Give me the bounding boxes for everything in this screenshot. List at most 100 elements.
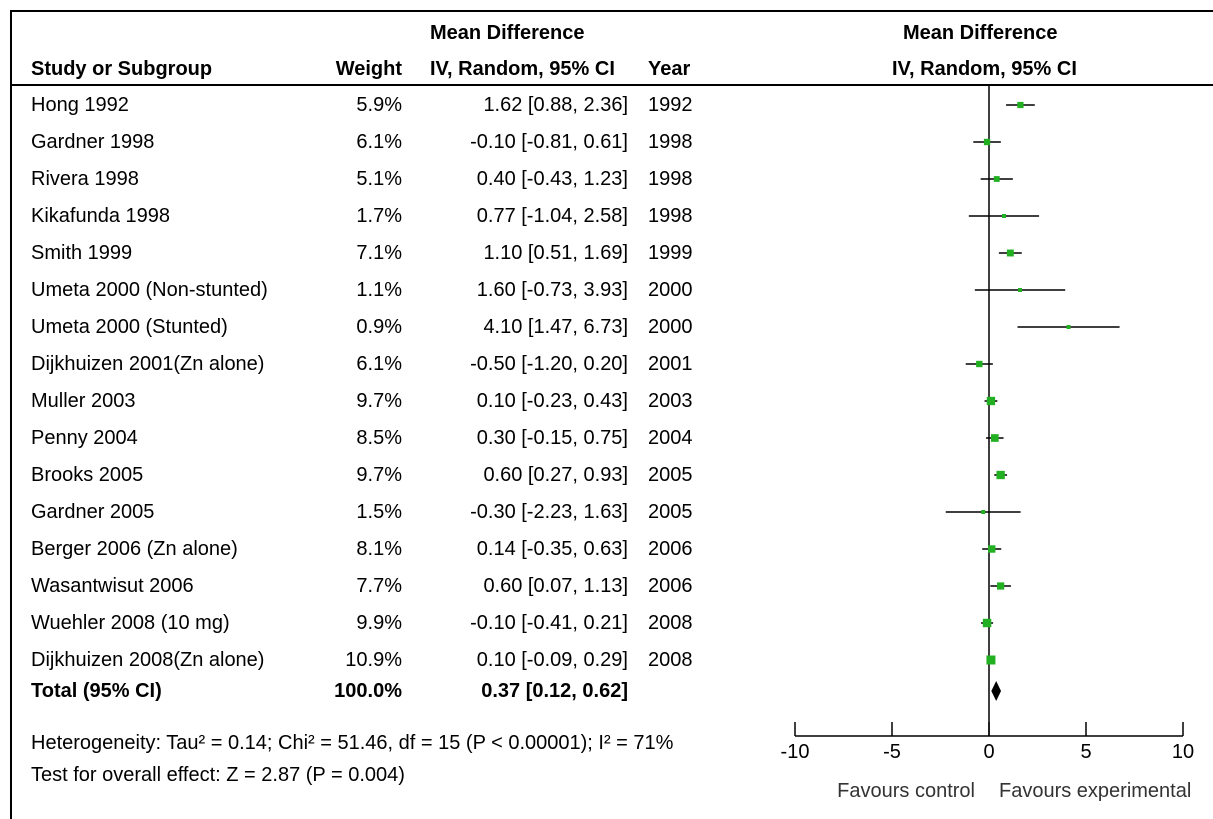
study-year: 2003 (648, 390, 693, 412)
study-year: 2000 (648, 279, 693, 301)
study-name: Wasantwisut 2006 (31, 575, 194, 597)
point-marker (997, 582, 1005, 590)
study-year: 2005 (648, 501, 693, 523)
study-ci: 1.62 [0.88, 2.36] (483, 94, 628, 116)
study-name: Kikafunda 1998 (31, 205, 171, 227)
study-ci: 1.60 [-0.73, 3.93] (476, 279, 628, 301)
year-header: Year (648, 58, 691, 80)
point-marker (1018, 288, 1023, 292)
study-year: 1992 (648, 94, 693, 116)
study-name: Dijkhuizen 2008(Zn alone) (31, 649, 265, 671)
study-weight: 9.7% (356, 464, 402, 486)
study-name: Rivera 1998 (31, 168, 139, 190)
point-marker (986, 655, 996, 665)
x-tick-label: 5 (1080, 741, 1091, 763)
x-tick-label: 0 (983, 741, 994, 763)
point-marker (987, 545, 996, 553)
md-header-top: Mean Difference (430, 22, 585, 44)
point-marker (993, 176, 1000, 182)
study-ci: 0.60 [0.27, 0.93] (483, 464, 628, 486)
total-weight: 100.0% (334, 680, 402, 702)
study-ci: 0.30 [-0.15, 0.75] (476, 427, 628, 449)
point-marker (981, 510, 986, 514)
study-weight: 9.9% (356, 612, 402, 634)
x-tick-label: -5 (883, 741, 901, 763)
point-marker (976, 360, 983, 368)
study-year: 1998 (648, 168, 693, 190)
point-marker (1017, 101, 1024, 109)
study-weight: 6.1% (356, 353, 402, 375)
point-marker (990, 434, 999, 442)
point-marker (996, 470, 1005, 480)
total-label: Total (95% CI) (31, 680, 162, 702)
study-name: Umeta 2000 (Stunted) (31, 316, 228, 338)
study-weight: 9.7% (356, 390, 402, 412)
study-weight: 10.9% (345, 649, 402, 671)
study-year: 2008 (648, 612, 693, 634)
study-weight: 7.7% (356, 575, 402, 597)
study-ci: 0.77 [-1.04, 2.58] (476, 205, 628, 227)
study-year: 2008 (648, 649, 693, 671)
md-header-bottom: IV, Random, 95% CI (430, 58, 615, 80)
study-weight: 8.1% (356, 538, 402, 560)
study-weight: 8.5% (356, 427, 402, 449)
point-marker (1006, 249, 1014, 257)
study-year: 1998 (648, 131, 693, 153)
study-ci: -0.10 [-0.41, 0.21] (470, 612, 628, 634)
study-ci: 1.10 [0.51, 1.69] (483, 242, 628, 264)
study-weight: 1.1% (356, 279, 402, 301)
favours-control-label: Favours control (837, 780, 975, 802)
x-tick-label: -10 (781, 741, 810, 763)
study-name: Muller 2003 (31, 390, 136, 412)
study-weight: 5.9% (356, 94, 402, 116)
study-weight: 5.1% (356, 168, 402, 190)
study-name: Berger 2006 (Zn alone) (31, 538, 238, 560)
study-year: 2001 (648, 353, 693, 375)
study-year: 1999 (648, 242, 693, 264)
study-name: Wuehler 2008 (10 mg) (31, 612, 230, 634)
favours-experimental-label: Favours experimental (999, 780, 1191, 802)
study-year: 2005 (648, 464, 693, 486)
study-ci: 0.40 [-0.43, 1.23] (476, 168, 628, 190)
study-weight: 7.1% (356, 242, 402, 264)
study-ci: -0.10 [-0.81, 0.61] (470, 131, 628, 153)
heterogeneity-text: Heterogeneity: Tau² = 0.14; Chi² = 51.46… (31, 732, 674, 754)
study-weight: 0.9% (356, 316, 402, 338)
study-name: Brooks 2005 (31, 464, 144, 486)
study-ci: -0.50 [-1.20, 0.20] (470, 353, 628, 375)
study-ci: 0.10 [-0.09, 0.29] (476, 649, 628, 671)
point-marker (983, 138, 991, 146)
overall-effect-text: Test for overall effect: Z = 2.87 (P = 0… (31, 764, 405, 786)
point-marker (982, 618, 992, 628)
header-divider (12, 84, 1213, 86)
x-tick-label: 10 (1172, 741, 1194, 763)
study-name: Penny 2004 (31, 427, 138, 449)
study-year: 2006 (648, 538, 693, 560)
study-ci: 0.14 [-0.35, 0.63] (476, 538, 628, 560)
study-name: Dijkhuizen 2001(Zn alone) (31, 353, 265, 375)
study-ci: 4.10 [1.47, 6.73] (483, 316, 628, 338)
study-name: Smith 1999 (31, 242, 133, 264)
plot-header-bottom: IV, Random, 95% CI (892, 58, 1077, 80)
point-marker (986, 396, 996, 406)
point-marker (1001, 214, 1006, 218)
study-year: 1998 (648, 205, 693, 227)
study-name: Gardner 1998 (31, 131, 155, 153)
study-year: 2000 (648, 316, 693, 338)
weight-header: Weight (335, 58, 402, 80)
study-ci: 0.10 [-0.23, 0.43] (476, 390, 628, 412)
study-ci: 0.60 [0.07, 1.13] (483, 575, 628, 597)
total-ci: 0.37 [0.12, 0.62] (481, 680, 628, 702)
study-name: Umeta 2000 (Non-stunted) (31, 279, 268, 301)
point-marker (1066, 325, 1071, 329)
study-name: Gardner 2005 (31, 501, 155, 523)
plot-header-top: Mean Difference (903, 22, 1058, 44)
study-name: Hong 1992 (31, 94, 129, 116)
study-ci: -0.30 [-2.23, 1.63] (470, 501, 628, 523)
study-year: 2004 (648, 427, 693, 449)
study-header: Study or Subgroup (31, 58, 213, 80)
forest-plot-frame (10, 10, 1213, 819)
study-year: 2006 (648, 575, 693, 597)
study-weight: 6.1% (356, 131, 402, 153)
